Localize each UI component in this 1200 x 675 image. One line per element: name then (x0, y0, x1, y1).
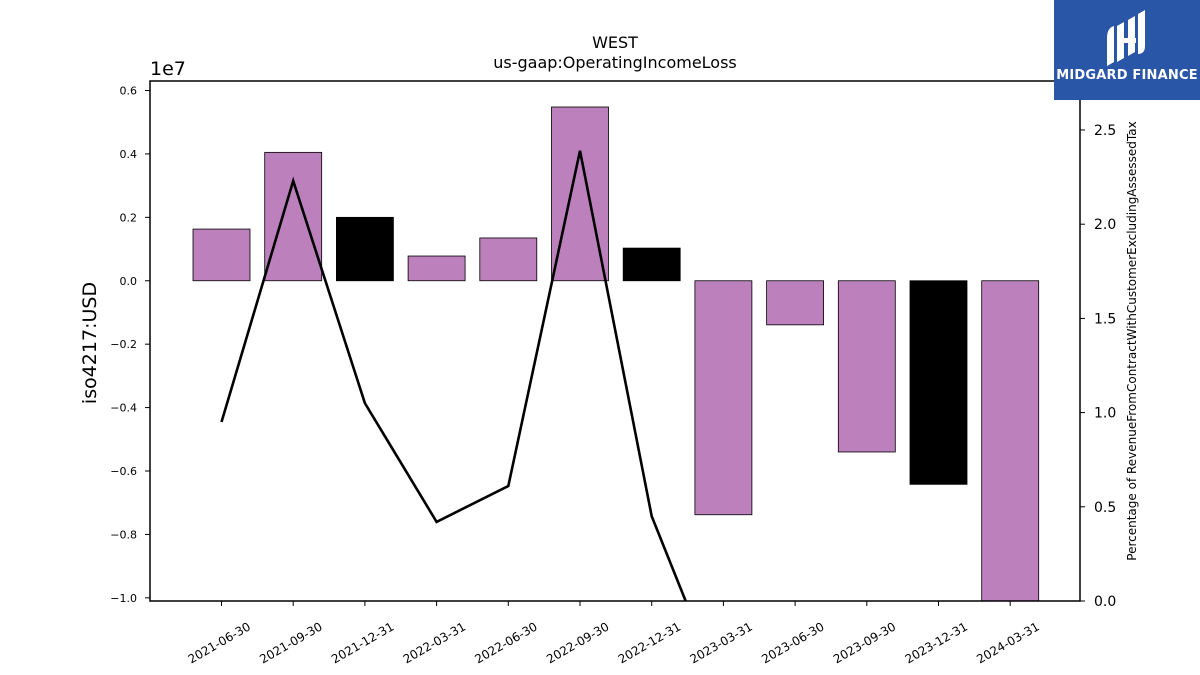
x-tick-label: 2023-09-30 (831, 619, 898, 666)
bar (981, 280, 1040, 602)
y-tick-label: −0.4 (110, 402, 137, 415)
x-tick-label: 2022-06-30 (472, 619, 539, 666)
bar (264, 151, 323, 282)
y-tick-label: 0.2 (120, 211, 138, 224)
y2-tick-label: 1.0 (1094, 406, 1116, 422)
bar (192, 228, 251, 282)
x-tick-label: 2021-06-30 (186, 619, 253, 666)
y2-axis-label: Percentage of RevenueFromContractWithCus… (1125, 121, 1139, 560)
bar (622, 247, 681, 282)
y-axis-label: iso4217:USD (79, 282, 101, 404)
y-tick-label: 0.6 (120, 85, 138, 98)
y-tick-label: −0.2 (110, 338, 137, 351)
y2-tick-label: 2.5 (1094, 123, 1116, 139)
y-tick-label: −0.8 (110, 528, 137, 541)
bar (335, 216, 394, 282)
plot-frame (149, 80, 1081, 602)
bar (909, 280, 968, 485)
y2-tick-label: 0.0 (1094, 594, 1116, 610)
chart-title: WEST (592, 33, 638, 52)
series-line (220, 150, 687, 602)
midgard-logo-icon (1107, 10, 1145, 66)
y-tick-label: −1.0 (110, 592, 137, 605)
x-tick-label: 2022-03-31 (401, 619, 468, 666)
y-tick-label: −0.6 (110, 465, 137, 478)
x-tick-label: 2023-03-31 (687, 619, 754, 666)
bar (407, 255, 466, 282)
y2-tick-label: 2.0 (1094, 217, 1116, 233)
bar (837, 280, 896, 453)
y2-tick-label: 0.5 (1094, 500, 1116, 516)
x-tick-label: 2023-12-31 (903, 619, 970, 666)
x-tick-label: 2024-03-31 (974, 619, 1041, 666)
x-tick-label: 2022-12-31 (616, 619, 683, 666)
bar (766, 280, 824, 326)
x-tick-label: 2022-09-30 (544, 619, 611, 666)
x-tick-label: 2023-06-30 (759, 619, 826, 666)
brand-name: MIDGARD FINANCE (1056, 68, 1198, 83)
y-offset-label: 1e7 (150, 58, 186, 80)
bar (479, 237, 538, 282)
y-tick-label: 0.4 (120, 148, 138, 161)
y-tick-label: 0.0 (120, 275, 138, 288)
y2-tick-label: 1.5 (1094, 311, 1116, 327)
x-tick-label: 2021-09-30 (257, 619, 324, 666)
brand-logo: MIDGARD FINANCE (1054, 0, 1200, 100)
bar (694, 280, 753, 516)
chart-subtitle: us-gaap:OperatingIncomeLoss (493, 53, 737, 72)
x-tick-label: 2021-12-31 (329, 619, 396, 666)
